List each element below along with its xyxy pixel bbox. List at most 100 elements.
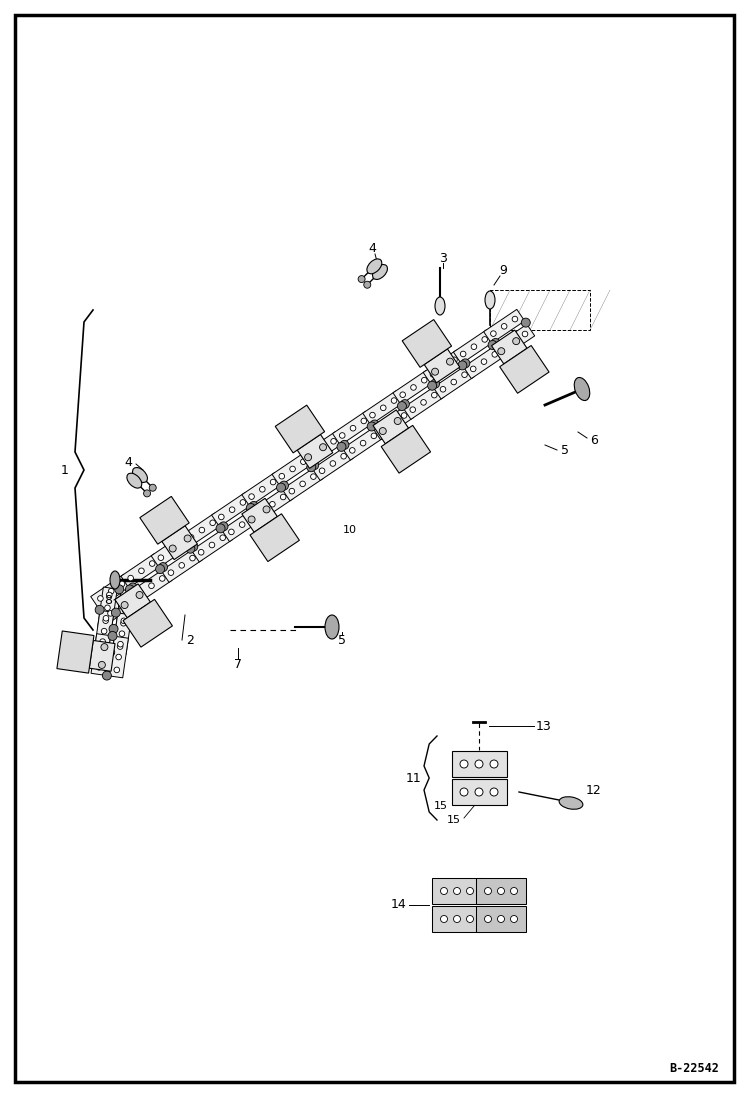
Circle shape <box>101 644 108 651</box>
Circle shape <box>280 494 286 500</box>
Circle shape <box>475 788 483 796</box>
Circle shape <box>279 482 288 490</box>
Ellipse shape <box>133 467 148 483</box>
Circle shape <box>337 442 346 451</box>
Polygon shape <box>121 554 162 588</box>
Circle shape <box>300 459 306 464</box>
Circle shape <box>364 281 371 289</box>
Circle shape <box>276 483 285 493</box>
Circle shape <box>149 484 157 491</box>
Circle shape <box>428 382 437 391</box>
Circle shape <box>475 760 483 768</box>
Polygon shape <box>424 349 460 383</box>
Polygon shape <box>112 613 132 655</box>
Circle shape <box>249 494 255 499</box>
Circle shape <box>248 516 255 523</box>
Polygon shape <box>464 344 505 378</box>
Circle shape <box>186 544 195 553</box>
Polygon shape <box>494 325 535 359</box>
Circle shape <box>149 583 154 588</box>
Circle shape <box>361 418 366 423</box>
Ellipse shape <box>372 264 387 280</box>
Circle shape <box>498 348 505 354</box>
Polygon shape <box>403 385 444 419</box>
Polygon shape <box>101 589 142 623</box>
Circle shape <box>460 760 468 768</box>
Polygon shape <box>151 533 192 567</box>
Circle shape <box>219 522 228 531</box>
Circle shape <box>198 550 204 555</box>
Circle shape <box>351 426 356 431</box>
Circle shape <box>481 359 487 364</box>
Circle shape <box>158 555 164 561</box>
Polygon shape <box>57 631 94 674</box>
Text: 5: 5 <box>561 443 569 456</box>
Circle shape <box>522 331 528 337</box>
Bar <box>452 779 506 805</box>
Polygon shape <box>131 568 172 602</box>
Circle shape <box>179 563 184 568</box>
Circle shape <box>360 440 366 445</box>
Circle shape <box>128 583 137 592</box>
Circle shape <box>320 443 327 451</box>
Text: 15: 15 <box>434 801 448 811</box>
Circle shape <box>320 445 326 451</box>
Circle shape <box>461 351 466 357</box>
Text: 15: 15 <box>447 815 461 825</box>
Circle shape <box>331 439 336 444</box>
Bar <box>432 906 482 932</box>
Polygon shape <box>242 498 277 532</box>
Circle shape <box>124 595 130 600</box>
Circle shape <box>115 585 124 593</box>
Circle shape <box>220 535 225 541</box>
Polygon shape <box>212 493 252 527</box>
Polygon shape <box>192 528 232 562</box>
Circle shape <box>485 916 491 923</box>
Circle shape <box>180 541 185 546</box>
Circle shape <box>112 608 121 618</box>
Circle shape <box>512 316 518 321</box>
Circle shape <box>216 524 225 533</box>
Circle shape <box>305 454 312 461</box>
Circle shape <box>511 916 518 923</box>
Text: B-22542: B-22542 <box>669 1062 719 1075</box>
Circle shape <box>260 487 265 493</box>
Circle shape <box>490 760 498 768</box>
Ellipse shape <box>574 377 589 400</box>
Circle shape <box>106 592 112 598</box>
Circle shape <box>501 324 507 329</box>
Text: 3: 3 <box>439 251 447 264</box>
Text: 5: 5 <box>338 633 346 646</box>
Circle shape <box>149 561 155 566</box>
Text: 9: 9 <box>499 263 507 276</box>
Polygon shape <box>123 599 172 647</box>
Circle shape <box>511 887 518 894</box>
Polygon shape <box>97 587 118 629</box>
Circle shape <box>370 412 375 418</box>
Polygon shape <box>252 487 293 521</box>
Polygon shape <box>250 513 300 562</box>
Circle shape <box>492 351 497 358</box>
Circle shape <box>401 399 410 408</box>
Polygon shape <box>312 446 354 480</box>
Circle shape <box>513 338 520 344</box>
Circle shape <box>482 337 488 342</box>
Circle shape <box>309 461 318 470</box>
Circle shape <box>289 488 294 494</box>
Circle shape <box>512 339 517 344</box>
Ellipse shape <box>367 259 382 274</box>
Circle shape <box>240 522 245 528</box>
Circle shape <box>109 588 114 593</box>
Circle shape <box>100 638 106 644</box>
Circle shape <box>228 529 234 534</box>
Circle shape <box>109 624 118 633</box>
Bar <box>476 878 526 904</box>
Circle shape <box>108 632 117 641</box>
Polygon shape <box>272 452 313 486</box>
Circle shape <box>300 482 306 487</box>
Circle shape <box>453 916 461 923</box>
Text: 14: 14 <box>391 898 407 912</box>
Circle shape <box>371 433 377 439</box>
Circle shape <box>400 392 405 397</box>
Circle shape <box>100 642 105 647</box>
